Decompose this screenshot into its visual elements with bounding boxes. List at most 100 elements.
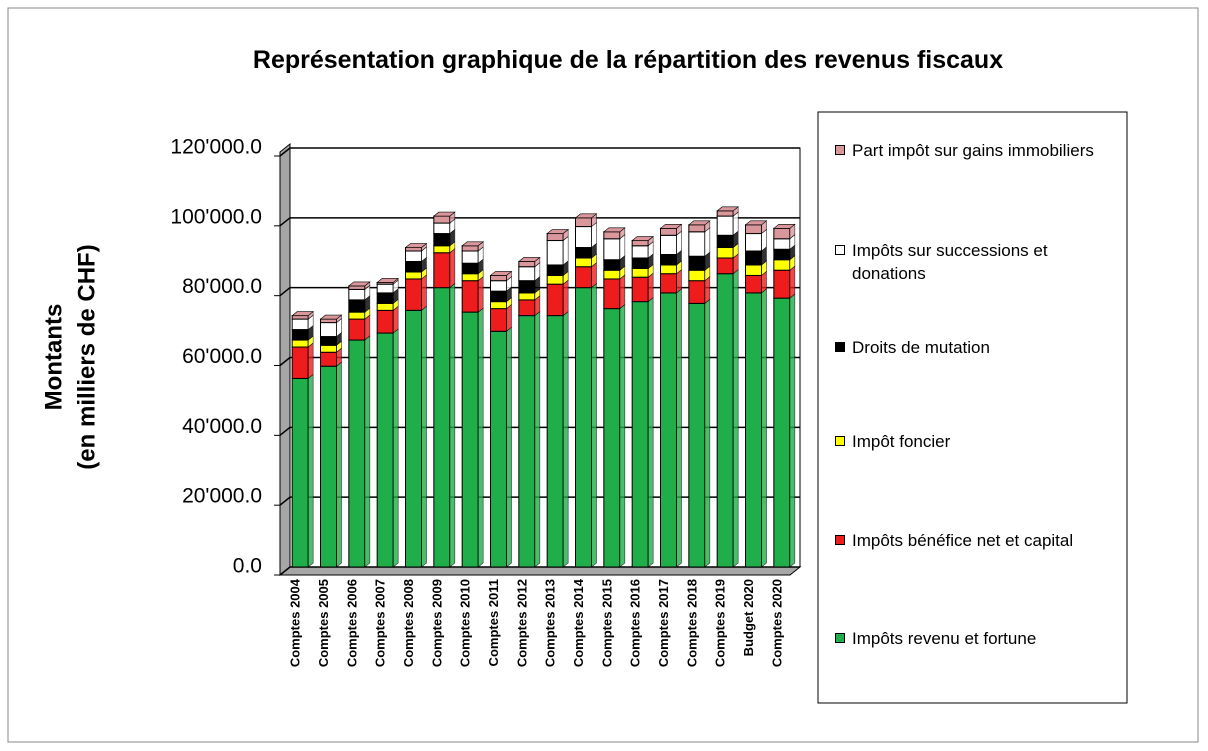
x-tick-label: Comptes 2015	[599, 579, 614, 667]
bar-segment	[320, 344, 337, 353]
legend-item: Part impôt sur gains immobiliers	[835, 139, 1117, 162]
bar-segment	[405, 250, 422, 262]
floor	[278, 566, 802, 576]
bar-side	[307, 342, 314, 380]
bar-top	[347, 281, 371, 287]
bar-segment	[348, 285, 366, 290]
bar-segment	[291, 318, 309, 331]
x-tick-label: Budget 2020	[741, 579, 756, 656]
bar-top	[716, 206, 740, 212]
legend-label: Impôts bénéfice net et capital	[852, 531, 1074, 550]
bar-side	[506, 303, 512, 332]
chart-title: Représentation graphique de la répartiti…	[252, 46, 1004, 74]
bar-segment	[716, 257, 734, 275]
bar-side	[619, 274, 626, 310]
grid-line	[279, 426, 800, 436]
bar-segment	[490, 301, 507, 310]
bar-side	[789, 265, 796, 299]
bar-segment	[546, 315, 564, 568]
bar-side	[364, 335, 371, 568]
bar-side	[506, 326, 512, 568]
legend-item: Droits de mutation	[835, 336, 1117, 359]
bar-segment	[575, 247, 592, 259]
bar-segment	[546, 274, 564, 285]
bar-segment	[716, 247, 734, 259]
y-axis-title: (en milliers de CHF)	[73, 244, 100, 469]
x-tick-label: Comptes 2012	[514, 579, 529, 667]
bar-top	[602, 227, 626, 233]
bar-segment	[405, 260, 422, 273]
legend-swatch	[835, 436, 845, 446]
plot-frame	[290, 147, 801, 567]
bar-segment	[405, 278, 422, 311]
bar-segment	[773, 259, 791, 271]
bar-side	[392, 305, 399, 334]
legend-swatch	[835, 245, 845, 255]
bar-segment	[461, 311, 479, 568]
bar-side	[534, 310, 541, 568]
bar-side	[449, 283, 456, 568]
bar-segment	[291, 346, 309, 379]
bar-segment	[348, 339, 366, 568]
bar-top	[659, 224, 683, 229]
bar-segment	[660, 264, 677, 275]
bar-side	[421, 274, 427, 311]
bar-side	[562, 279, 569, 317]
bar-segment	[291, 329, 309, 341]
bar-segment	[546, 283, 564, 317]
bar-side	[477, 307, 484, 568]
bar-segment	[320, 351, 337, 367]
bar-segment	[660, 234, 677, 255]
bar-top	[319, 314, 343, 320]
bar-segment	[518, 299, 536, 317]
bar-segment	[688, 269, 706, 282]
bar-side	[704, 276, 711, 305]
bar-segment	[461, 273, 479, 282]
bar-segment	[575, 226, 592, 249]
bar-segment	[320, 322, 337, 338]
bar-segment	[716, 273, 734, 568]
x-tick-label: Comptes 2006	[344, 579, 359, 667]
bar-side	[676, 288, 682, 568]
x-tick-label: Comptes 2018	[684, 579, 699, 667]
bar-segment	[660, 253, 677, 266]
legend-label: Part impôt sur gains immobiliers	[852, 141, 1094, 160]
bar-segment	[631, 245, 649, 259]
y-tick-label: 120'000.0	[170, 136, 262, 159]
bar-segment	[688, 280, 706, 304]
bar-segment	[461, 280, 479, 313]
bar-segment	[490, 308, 507, 332]
bar-segment	[405, 271, 422, 280]
bar-side	[647, 272, 654, 303]
bar-segment	[773, 297, 791, 568]
bar-segment	[518, 260, 536, 268]
bar-segment	[575, 287, 592, 568]
bar-side	[307, 373, 314, 568]
bar-segment	[745, 292, 762, 568]
grid-line	[279, 496, 800, 506]
bar-segment	[603, 269, 621, 280]
legend-label: Impôts revenu et fortune	[852, 629, 1037, 648]
bar-segment	[518, 266, 536, 282]
x-tick-label: Comptes 2007	[373, 579, 388, 667]
bar-segment	[405, 309, 422, 568]
bar-segment	[745, 274, 762, 294]
grid-line	[279, 566, 800, 576]
bar-side	[562, 310, 569, 568]
bar-segment	[376, 332, 394, 568]
bar-side	[392, 328, 399, 568]
grid-line	[279, 356, 800, 367]
bar-segment	[348, 299, 366, 313]
bar-top	[772, 224, 796, 229]
x-tick-label: Comptes 2013	[543, 579, 558, 667]
bar-segment	[716, 234, 734, 249]
bar-segment	[348, 288, 366, 301]
bar-segment	[603, 238, 621, 261]
bar-segment	[716, 215, 734, 236]
bar-side	[619, 303, 626, 568]
bar-segment	[575, 266, 592, 289]
bar-side	[789, 293, 796, 568]
x-tick-label: Comptes 2014	[571, 578, 586, 667]
bar-segment	[433, 252, 451, 289]
